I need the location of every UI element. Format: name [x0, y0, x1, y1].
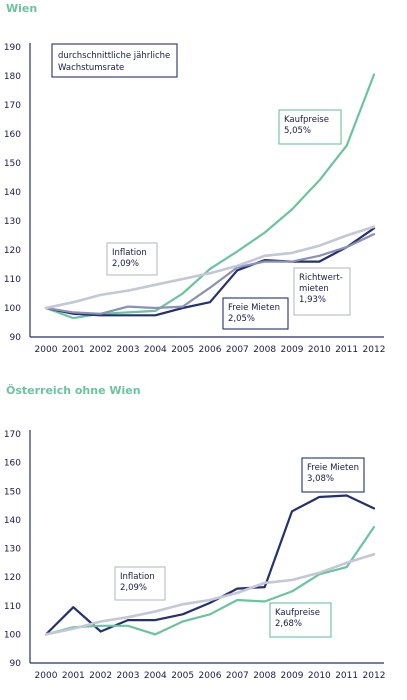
x-tick-label: 2010: [308, 345, 331, 355]
y-tick-label: 100: [4, 630, 21, 640]
x-tick-label: 2009: [281, 671, 304, 681]
annotation-frame: [114, 566, 166, 601]
x-tick-label: 2006: [199, 345, 222, 355]
y-tick-label: 120: [4, 573, 21, 583]
y-tick-label: 190: [4, 43, 21, 53]
annotation-label: Inflation: [120, 572, 155, 582]
annotation-frame: [293, 267, 351, 316]
annotation-label: Kaufpreise: [275, 608, 320, 618]
y-tick-label: 110: [4, 275, 21, 285]
x-tick-label: 2005: [171, 671, 194, 681]
annotation-value: 5,05%: [284, 126, 311, 136]
series-line-inflation: [44, 225, 376, 310]
series-line-kaufpreise: [44, 525, 376, 636]
y-tick-label: 100: [4, 304, 21, 314]
y-tick-label: 170: [4, 101, 21, 111]
y-tick-label: 170: [4, 430, 21, 440]
y-tick-label: 120: [4, 246, 21, 256]
y-tick-label: 140: [4, 516, 21, 526]
x-tick-label: 2000: [35, 345, 58, 355]
y-tick-label: 130: [4, 217, 21, 227]
series-line-richtwertmieten: [44, 233, 376, 315]
x-tick-label: 2003: [117, 671, 140, 681]
annotation-label: Inflation: [112, 248, 147, 258]
y-tick-label: 150: [4, 487, 21, 497]
legend-note-text: Wachstumsrate: [58, 63, 124, 73]
annotation-value: 2,68%: [275, 619, 302, 629]
annotation-label: Richtwert-: [299, 273, 343, 283]
chart-title-wien: Wien: [6, 2, 38, 15]
annotation-frame: [222, 297, 289, 330]
legend-note-frame: [51, 43, 178, 78]
x-tick-label: 2004: [144, 345, 167, 355]
annotation-value: 2,09%: [120, 583, 147, 593]
y-tick-label: 130: [4, 545, 21, 555]
annotation-frame: [106, 242, 158, 276]
x-tick-label: 2004: [144, 671, 167, 681]
series-line-inflation: [44, 552, 376, 636]
y-tick-label: 160: [4, 459, 21, 469]
annotation-frame: [269, 602, 332, 638]
annotation-value: 1,93%: [299, 295, 326, 305]
x-tick-label: 2011: [335, 345, 358, 355]
annotation-label: Freie Mieten: [228, 303, 280, 313]
annotation-frame: [278, 109, 342, 145]
x-tick-label: 2005: [171, 345, 194, 355]
x-tick-label: 2002: [89, 345, 112, 355]
annotation-value: 2,09%: [112, 259, 139, 269]
legend-note-box: durchschnittliche jährliche Wachstumsrate: [51, 43, 178, 78]
x-tick-label: 2008: [253, 345, 276, 355]
x-tick-label: 2011: [335, 671, 358, 681]
annotation-frame: [301, 457, 365, 493]
x-tick-label: 2009: [281, 345, 304, 355]
x-tick-label: 2007: [226, 671, 249, 681]
y-tick-label: 140: [4, 188, 21, 198]
x-tick-label: 2000: [35, 671, 58, 681]
annotation-label: Freie Mieten: [307, 463, 359, 473]
x-tick-label: 2002: [89, 671, 112, 681]
x-tick-label: 2001: [62, 671, 85, 681]
x-tick-label: 2006: [199, 671, 222, 681]
annotation-label: mieten: [299, 284, 329, 294]
annotation-value: 2,05%: [228, 314, 255, 324]
annotation-label: Kaufpreise: [284, 115, 329, 125]
annotation-value: 3,08%: [307, 474, 334, 484]
x-tick-label: 2008: [253, 671, 276, 681]
chart-wien: 90 100 110 120 130 140 150 160 170 180 190 2000 2001…: [4, 43, 386, 355]
chart-title-oesterreich: Österreich ohne Wien: [6, 384, 141, 397]
legend-note-text: durchschnittliche jährliche: [58, 51, 170, 61]
series-line-freie_mieten: [44, 227, 376, 317]
y-tick-label: 150: [4, 159, 21, 169]
x-tick-label: 2007: [226, 345, 249, 355]
x-tick-label: 2012: [363, 345, 386, 355]
series-line-freie_mieten: [44, 494, 376, 636]
y-tick-label: 180: [4, 72, 21, 82]
y-tick-label: 90: [10, 659, 22, 669]
x-tick-label: 2010: [308, 671, 331, 681]
x-tick-label: 2001: [62, 345, 85, 355]
chart-oesterreich: 90 100 110 120 130 140 150 160 170 2000 2001 2002 20…: [4, 430, 386, 681]
y-tick-label: 110: [4, 602, 21, 612]
y-tick-label: 90: [10, 333, 22, 343]
x-tick-label: 2003: [117, 345, 140, 355]
y-tick-label: 160: [4, 130, 21, 140]
x-tick-label: 2012: [363, 671, 386, 681]
